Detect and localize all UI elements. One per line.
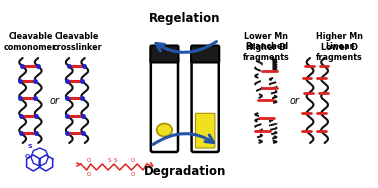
Text: Branched
fragments: Branched fragments <box>243 42 290 62</box>
Text: Regelation: Regelation <box>149 12 220 25</box>
Text: or: or <box>290 96 299 106</box>
Text: Lower Mn
Higher Đ: Lower Mn Higher Đ <box>244 32 288 52</box>
FancyBboxPatch shape <box>191 45 219 62</box>
FancyBboxPatch shape <box>195 113 215 148</box>
Ellipse shape <box>156 124 172 136</box>
Text: Higher Mn
Lower Đ: Higher Mn Lower Đ <box>316 32 363 52</box>
Text: S: S <box>113 158 117 164</box>
Text: Cleavable
crosslinker: Cleavable crosslinker <box>52 32 102 52</box>
Text: or: or <box>50 96 60 106</box>
FancyBboxPatch shape <box>192 58 219 152</box>
Text: Degradation: Degradation <box>144 165 226 178</box>
Text: S: S <box>27 145 32 149</box>
FancyBboxPatch shape <box>151 58 178 152</box>
FancyBboxPatch shape <box>150 45 178 62</box>
Text: O: O <box>131 171 135 177</box>
Text: O: O <box>131 158 135 164</box>
Text: Cleavable
comonomer: Cleavable comonomer <box>4 32 57 52</box>
Text: Linear
fragments: Linear fragments <box>316 42 363 62</box>
Text: O: O <box>25 153 30 158</box>
Text: O: O <box>87 171 91 177</box>
Text: O: O <box>87 158 91 164</box>
Text: S: S <box>107 158 111 164</box>
